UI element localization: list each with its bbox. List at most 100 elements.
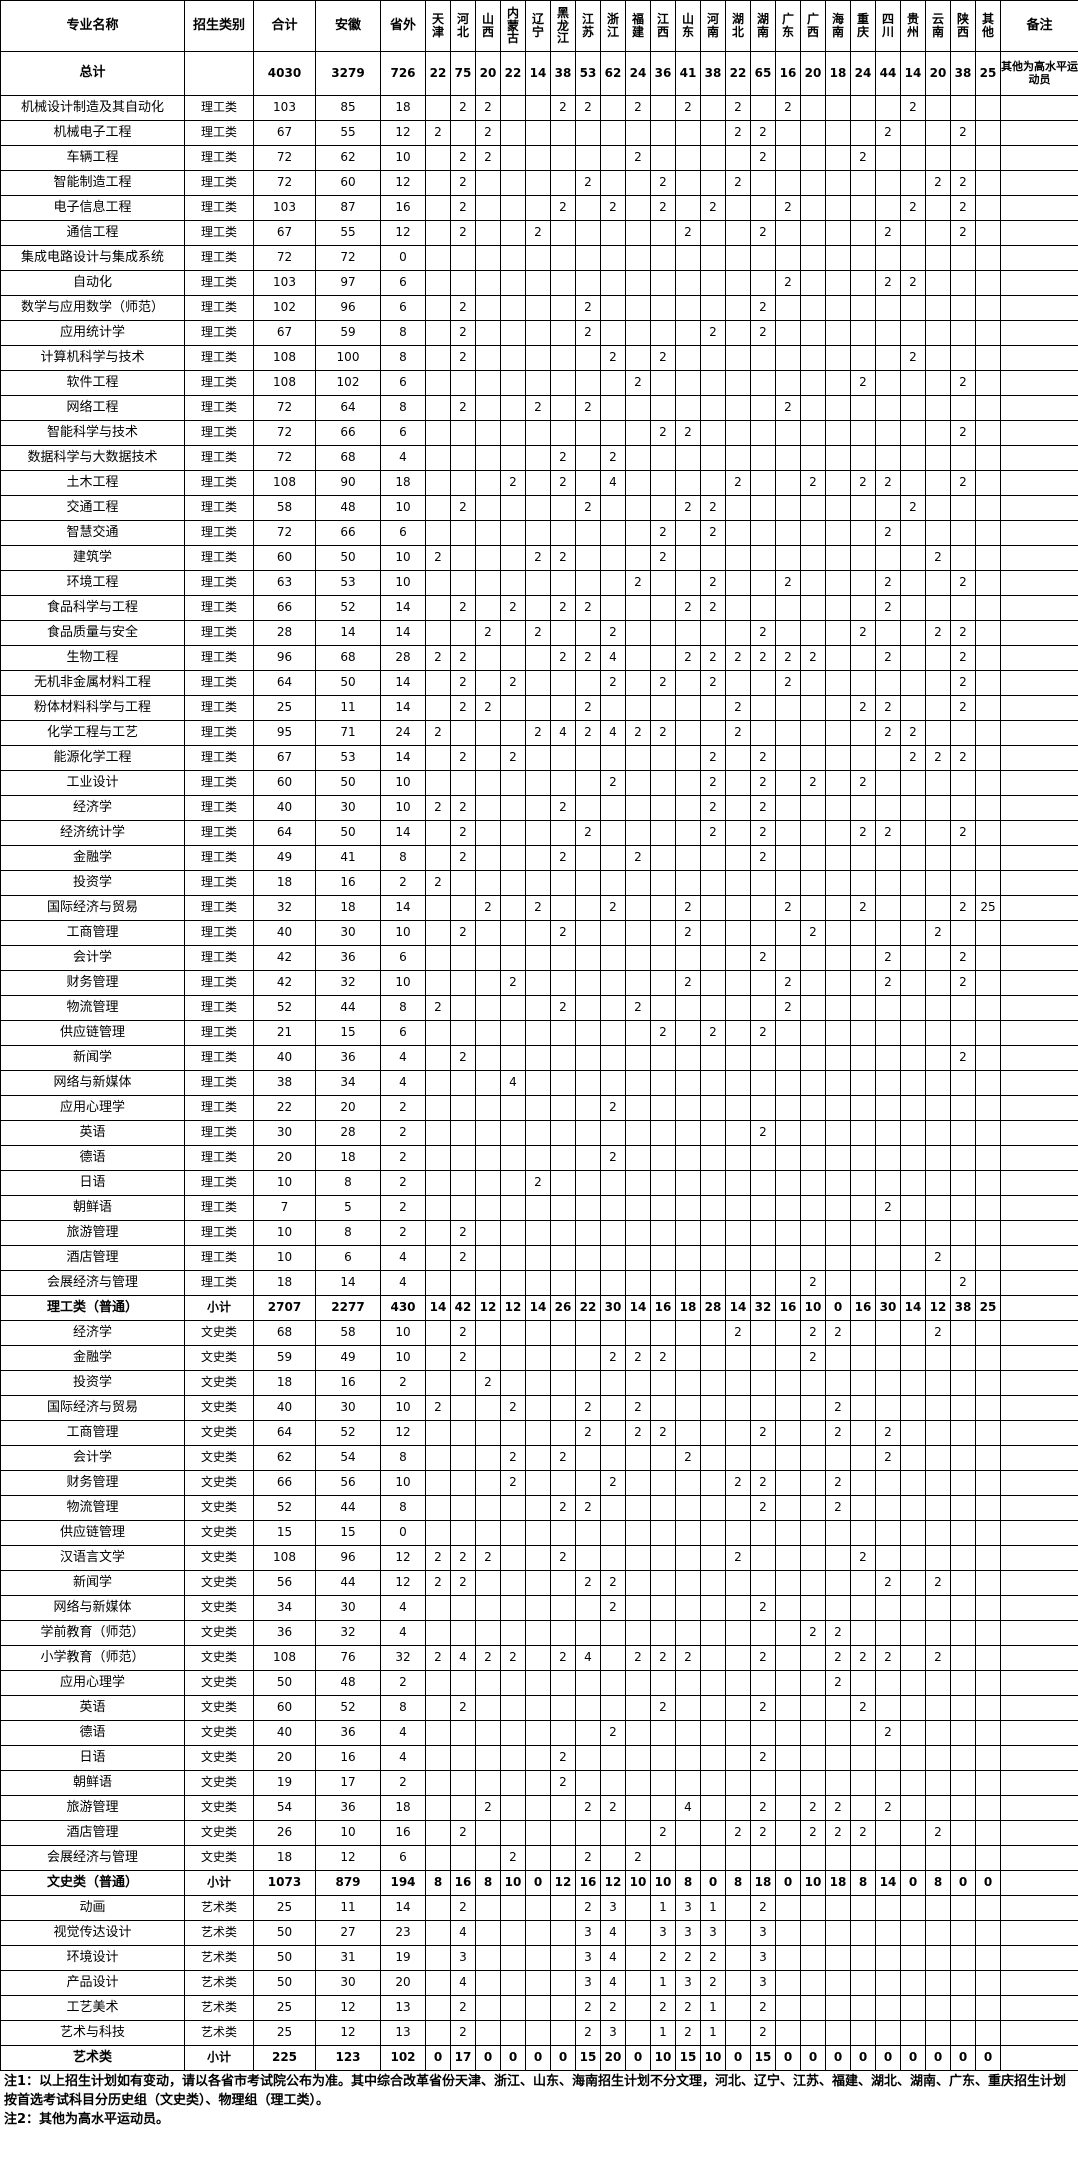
anhui-cell: 68: [315, 645, 381, 671]
province-cell-福建: [625, 1070, 651, 1096]
province-cell-山西: [475, 1420, 501, 1446]
province-cell-山西: [475, 245, 501, 271]
major-name: 智能科学与技术: [0, 420, 185, 446]
province-cell-辽宁: [525, 1070, 551, 1096]
province-cell-贵州: [900, 845, 926, 871]
province-cell-江西: 2: [650, 720, 676, 746]
province-cell-河北: 4: [450, 1970, 476, 1996]
province-cell-陕西: 0: [950, 2045, 976, 2071]
province-cell-江西: 2: [650, 1645, 676, 1671]
province-cell-湖南: 65: [750, 51, 776, 96]
province-cell-河南: [700, 120, 726, 146]
province-cell-内蒙古: [500, 1570, 526, 1596]
province-cell-辽宁: [525, 145, 551, 171]
major-name: 应用心理学: [0, 1670, 185, 1696]
remark-cell: [1000, 1295, 1078, 1321]
total-cell: 103: [253, 270, 316, 296]
province-cell-重庆: [850, 1045, 876, 1071]
remark-cell: [1000, 1720, 1078, 1746]
remark-cell: [1000, 1020, 1078, 1046]
province-cell-黑龙江: [550, 945, 576, 971]
province-cell-其他: [975, 145, 1001, 171]
anhui-cell: 16: [315, 870, 381, 896]
province-cell-河南: [700, 170, 726, 196]
col-header-province-重庆: 重 庆: [850, 0, 876, 52]
province-cell-湖北: [725, 1370, 751, 1396]
province-cell-贵州: [900, 570, 926, 596]
anhui-cell: 100: [315, 345, 381, 371]
province-cell-贵州: [900, 645, 926, 671]
province-cell-其他: 0: [975, 1870, 1001, 1896]
remark-cell: [1000, 245, 1078, 271]
province-cell-河北: 2: [450, 645, 476, 671]
province-cell-江西: 2: [650, 420, 676, 446]
province-cell-陕西: 0: [950, 1870, 976, 1896]
province-cell-广东: 2: [775, 570, 801, 596]
province-cell-山西: [475, 1595, 501, 1621]
province-cell-贵州: [900, 870, 926, 896]
province-cell-陕西: [950, 1370, 976, 1396]
province-cell-河南: 2: [700, 745, 726, 771]
province-cell-广西: [800, 1420, 826, 1446]
province-cell-湖北: [725, 1645, 751, 1671]
anhui-cell: 62: [315, 145, 381, 171]
anhui-cell: 72: [315, 245, 381, 271]
anhui-cell: 30: [315, 795, 381, 821]
province-cell-黑龙江: 0: [550, 2045, 576, 2071]
province-cell-山西: [475, 1820, 501, 1846]
province-cell-海南: [825, 1170, 851, 1196]
province-cell-河南: 2: [700, 570, 726, 596]
anhui-cell: 44: [315, 995, 381, 1021]
province-cell-海南: [825, 1520, 851, 1546]
province-cell-贵州: [900, 145, 926, 171]
province-cell-陕西: [950, 1970, 976, 1996]
province-cell-湖南: [750, 1670, 776, 1696]
province-cell-河南: [700, 945, 726, 971]
out-of-province-cell: 12: [380, 120, 426, 146]
province-cell-江西: 2: [650, 520, 676, 546]
province-cell-贵州: [900, 1270, 926, 1296]
province-cell-河北: [450, 1595, 476, 1621]
province-cell-山东: 2: [675, 920, 701, 946]
province-cell-黑龙江: [550, 1795, 576, 1821]
province-cell-辽宁: [525, 195, 551, 221]
category-cell: 理工类: [184, 295, 254, 321]
province-cell-天津: [425, 1220, 451, 1246]
province-cell-江西: [650, 1770, 676, 1796]
province-cell-贵州: [900, 1695, 926, 1721]
province-cell-黑龙江: [550, 1170, 576, 1196]
major-name: 网络与新媒体: [0, 1070, 185, 1096]
category-cell: 文史类: [184, 1445, 254, 1471]
out-of-province-cell: 13: [380, 1995, 426, 2021]
province-cell-辽宁: [525, 1645, 551, 1671]
anhui-cell: 16: [315, 1745, 381, 1771]
remark-cell: [1000, 295, 1078, 321]
province-cell-江苏: [575, 1820, 601, 1846]
province-cell-河南: [700, 1270, 726, 1296]
total-cell: 50: [253, 1970, 316, 1996]
province-cell-湖南: 2: [750, 820, 776, 846]
province-cell-江西: 10: [650, 1870, 676, 1896]
province-cell-四川: 2: [875, 120, 901, 146]
province-cell-广东: [775, 1595, 801, 1621]
province-cell-江苏: 2: [575, 645, 601, 671]
province-cell-其他: [975, 795, 1001, 821]
province-cell-江西: 1: [650, 1895, 676, 1921]
province-cell-陕西: [950, 1095, 976, 1121]
remark-cell: [1000, 370, 1078, 396]
province-cell-云南: [925, 95, 951, 121]
province-cell-其他: [975, 2020, 1001, 2046]
province-cell-辽宁: [525, 795, 551, 821]
province-cell-辽宁: [525, 1970, 551, 1996]
province-cell-浙江: [600, 1370, 626, 1396]
province-cell-浙江: 4: [600, 1920, 626, 1946]
province-cell-陕西: 2: [950, 670, 976, 696]
province-cell-江苏: [575, 1595, 601, 1621]
province-cell-四川: 2: [875, 720, 901, 746]
total-cell: 20: [253, 1145, 316, 1171]
col-header-category: 招生类别: [184, 0, 254, 52]
province-cell-河北: [450, 1470, 476, 1496]
total-cell: 40: [253, 795, 316, 821]
total-cell: 225: [253, 2045, 316, 2071]
province-cell-福建: [625, 970, 651, 996]
